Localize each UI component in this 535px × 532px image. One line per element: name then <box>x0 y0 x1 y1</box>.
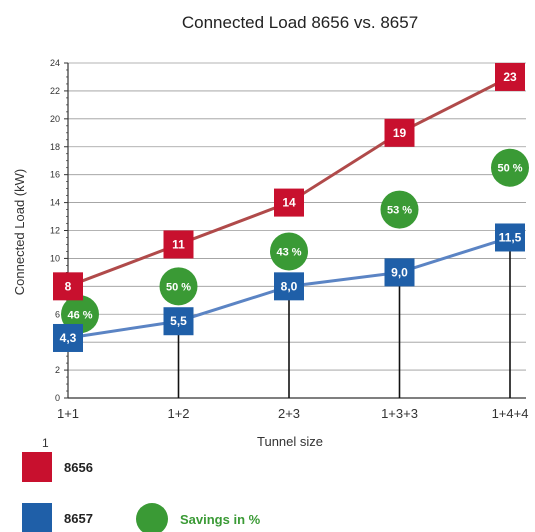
point-label-8656: 14 <box>282 196 296 210</box>
savings-label: 50 % <box>497 163 522 175</box>
y-tick-label: 2 <box>55 365 60 375</box>
y-tick-label: 20 <box>50 114 60 124</box>
point-marker-8657 <box>53 323 83 352</box>
x-tick-label: 1+2 <box>167 406 189 421</box>
savings-label: 46 % <box>67 309 92 321</box>
drop-lines <box>177 237 511 398</box>
point-label-8657: 8,0 <box>281 279 298 293</box>
point-marker-8656 <box>274 188 304 217</box>
point-marker-8656 <box>53 272 83 301</box>
savings-marker <box>159 267 198 306</box>
legend-label-8656: 8656 <box>64 460 93 475</box>
y-axis-label: Connected Load (kW) <box>12 169 27 295</box>
legend-savings-marker <box>136 503 168 532</box>
savings-marker <box>270 232 308 271</box>
savings-marker <box>491 148 529 187</box>
savings-label: 50 % <box>166 281 191 293</box>
y-tick-label: 18 <box>50 142 60 152</box>
x-tick-label: 1+3+3 <box>381 406 418 421</box>
point-marker-8656 <box>163 230 194 259</box>
savings-markers: 46 % 50 % 43 % 53 % 50 % <box>61 148 529 334</box>
y-tick-label: 12 <box>50 226 60 236</box>
legend-label-savings: Savings in % <box>180 512 261 527</box>
point-label-8656: 23 <box>503 70 517 84</box>
legend-swatch-8656 <box>22 452 52 482</box>
point-marker-8657 <box>274 272 304 301</box>
savings-label: 43 % <box>276 246 301 258</box>
y-tick-label: 10 <box>50 253 60 263</box>
point-marker-8656 <box>384 118 415 147</box>
y-tick-label: 16 <box>50 170 60 180</box>
y-tick-label: 0 <box>55 393 60 403</box>
point-marker-8656 <box>495 62 525 91</box>
x-tick-label: 1+4+4 <box>492 406 529 421</box>
y-tick-label: 22 <box>50 86 60 96</box>
point-label-8656: 19 <box>393 126 407 140</box>
stray-annotation: 1 <box>42 436 49 450</box>
savings-marker <box>380 190 419 229</box>
axes: 0246810121416182022241+11+22+31+3+31+4+4 <box>50 58 528 421</box>
point-marker-8657 <box>495 223 525 252</box>
point-markers: 8 11 14 19 23 4,3 5,5 8,0 9,0 11,5 <box>53 62 525 352</box>
point-label-8657: 11,5 <box>499 230 522 244</box>
x-tick-label: 2+3 <box>278 406 300 421</box>
legend: 8656 8657 Savings in % <box>22 452 261 532</box>
y-tick-label: 14 <box>50 198 60 208</box>
savings-marker <box>61 295 99 334</box>
point-marker-8657 <box>384 258 415 287</box>
point-label-8656: 8 <box>65 279 72 293</box>
legend-swatch-8657 <box>22 503 52 532</box>
point-marker-8657 <box>163 307 194 336</box>
savings-label: 53 % <box>387 205 412 217</box>
point-label-8657: 4,3 <box>60 331 77 345</box>
chart-title: Connected Load 8656 vs. 8657 <box>182 13 418 32</box>
point-label-8657: 9,0 <box>391 265 408 279</box>
point-label-8657: 5,5 <box>170 314 187 328</box>
y-tick-label: 6 <box>55 309 60 319</box>
y-tick-label: 24 <box>50 58 60 68</box>
point-label-8656: 11 <box>172 237 185 251</box>
legend-label-8657: 8657 <box>64 511 93 526</box>
x-tick-label: 1+1 <box>57 406 79 421</box>
x-axis-label: Tunnel size <box>257 434 323 449</box>
